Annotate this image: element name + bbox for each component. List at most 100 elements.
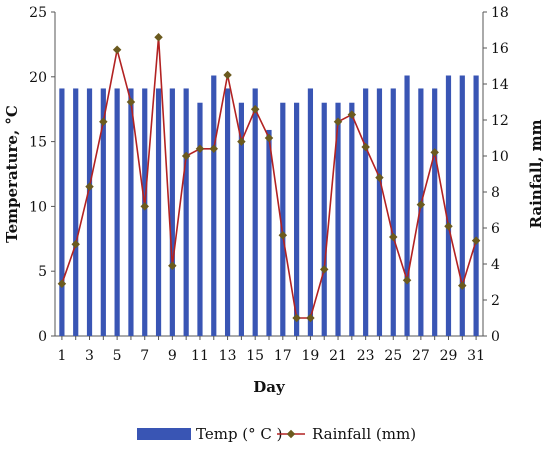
rain-marker-day-11 xyxy=(195,144,205,154)
rain-marker-day-23 xyxy=(361,142,370,152)
x-tick-label: 17 xyxy=(274,348,292,364)
rain-marker-day-10 xyxy=(181,151,191,161)
right-axis-title: Rainfall, mm xyxy=(527,119,545,228)
temp-bar-day-2 xyxy=(73,88,79,337)
x-tick-label: 19 xyxy=(302,348,320,364)
legend-temp-label: Temp (° C ) xyxy=(196,425,283,443)
left-tick-label: 0 xyxy=(38,329,47,345)
left-axis-ticks: 0 5 10 15 20 25 xyxy=(29,5,55,345)
temp-bar-day-10 xyxy=(183,88,189,337)
rain-marker-day-25 xyxy=(389,232,398,242)
x-tick-label: 29 xyxy=(440,348,458,364)
x-tick-label: 11 xyxy=(191,348,209,364)
x-tick-label: 9 xyxy=(168,348,177,364)
x-tick-label: 13 xyxy=(219,348,237,364)
left-axis-title: Temperature, °C xyxy=(3,105,21,243)
rain-marker-day-28 xyxy=(430,148,439,157)
left-tick-label: 15 xyxy=(29,135,47,151)
temp-bar-day-29 xyxy=(445,75,452,336)
x-tick-label: 7 xyxy=(140,348,149,364)
temp-bar-day-23 xyxy=(363,88,369,337)
rain-marker-day-14 xyxy=(237,137,246,146)
temp-bar-day-24 xyxy=(376,88,383,337)
temp-bar-day-12 xyxy=(211,75,217,336)
right-tick-label: 8 xyxy=(491,185,500,201)
left-tick-label: 25 xyxy=(29,5,47,21)
left-tick-label: 5 xyxy=(38,264,47,280)
rain-marker-day-13 xyxy=(223,70,232,80)
temp-bar-day-14 xyxy=(238,102,244,336)
temp-bar-day-18 xyxy=(294,102,300,336)
rain-marker-day-21 xyxy=(333,117,343,127)
legend-rain-label: Rainfall (mm) xyxy=(312,425,416,443)
rain-marker-day-20 xyxy=(319,265,329,274)
rain-marker-day-6 xyxy=(126,97,136,107)
temperature-bars xyxy=(59,75,479,337)
temp-bar-day-22 xyxy=(349,102,355,336)
rain-marker-day-30 xyxy=(458,281,467,290)
legend-rain-marker xyxy=(286,429,296,439)
left-tick-label: 10 xyxy=(29,199,47,215)
x-axis-title: Day xyxy=(253,378,286,396)
temp-bar-day-3 xyxy=(86,88,93,337)
temp-bar-day-9 xyxy=(169,88,175,337)
rain-marker-day-1 xyxy=(57,279,67,289)
temp-bar-day-7 xyxy=(142,88,148,337)
temp-bar-day-31 xyxy=(473,75,479,336)
temp-bar-day-27 xyxy=(418,88,424,337)
temp-bar-day-13 xyxy=(224,88,231,337)
rain-marker-day-24 xyxy=(375,173,384,182)
temp-bar-day-16 xyxy=(266,129,272,336)
temp-bar-day-21 xyxy=(335,102,341,336)
rain-marker-day-29 xyxy=(444,221,453,231)
x-tick-label: 23 xyxy=(357,348,375,364)
temp-bar-day-6 xyxy=(128,88,134,337)
x-tick-label: 25 xyxy=(384,348,402,364)
temp-bar-day-8 xyxy=(155,88,162,337)
left-tick-label: 20 xyxy=(29,70,47,86)
temp-bar-day-1 xyxy=(59,88,65,337)
legend: Temp (° C ) Rainfall (mm) xyxy=(137,425,416,443)
rain-marker-day-12 xyxy=(209,144,219,154)
temp-bar-day-11 xyxy=(197,102,203,336)
right-axis-ticks: 0 2 4 6 8 10 12 14 16 18 xyxy=(483,5,509,345)
x-tick-label: 3 xyxy=(85,348,94,364)
rain-marker-day-27 xyxy=(416,200,426,209)
legend-temp-swatch xyxy=(137,428,191,440)
right-tick-label: 10 xyxy=(491,149,509,165)
right-tick-label: 12 xyxy=(491,113,509,129)
x-tick-label: 15 xyxy=(246,348,264,364)
temp-bar-day-28 xyxy=(432,88,438,337)
rain-marker-day-8 xyxy=(154,32,163,42)
rain-marker-day-5 xyxy=(112,45,122,55)
rain-marker-day-17 xyxy=(278,230,288,240)
right-tick-label: 4 xyxy=(491,257,500,273)
rain-marker-day-15 xyxy=(250,104,260,114)
right-tick-label: 2 xyxy=(491,293,500,309)
x-tick-label: 31 xyxy=(467,348,485,364)
x-tick-label: 1 xyxy=(57,348,66,364)
right-tick-label: 18 xyxy=(491,5,509,21)
right-tick-label: 16 xyxy=(491,41,509,57)
rain-marker-day-31 xyxy=(471,236,481,245)
temp-bar-day-5 xyxy=(114,88,120,337)
temp-bar-day-25 xyxy=(390,88,396,337)
x-tick-label: 21 xyxy=(329,348,347,364)
temp-bar-day-30 xyxy=(459,75,465,336)
right-tick-label: 14 xyxy=(491,77,509,93)
rain-marker-day-2 xyxy=(71,239,80,249)
temp-bar-day-26 xyxy=(404,75,410,336)
rain-marker-day-19 xyxy=(306,313,315,323)
right-tick-label: 0 xyxy=(491,329,500,345)
x-tick-label: 27 xyxy=(412,348,430,364)
temp-bar-day-4 xyxy=(100,88,106,337)
x-axis-ticks: 1 3 5 7 9 11 13 15 17 19 21 23 25 27 29 31 xyxy=(57,336,485,364)
temp-bar-day-20 xyxy=(321,102,327,336)
rainfall-line-series xyxy=(57,32,481,323)
rain-marker-day-3 xyxy=(85,182,94,191)
rain-marker-day-7 xyxy=(140,202,149,211)
rain-marker-day-4 xyxy=(99,117,108,127)
temp-bar-day-19 xyxy=(307,88,314,337)
rain-marker-day-26 xyxy=(402,275,412,285)
